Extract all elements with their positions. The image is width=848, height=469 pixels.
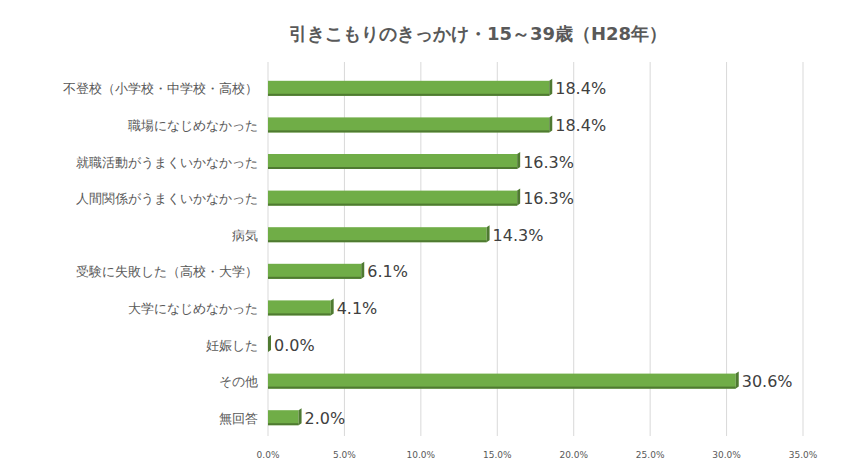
- bars: [268, 79, 739, 425]
- bar-side: [361, 262, 364, 279]
- chart-container: 引きこもりのきっかけ・15～39歳（H28年） 0.0% 5.0% 10.0% 15.0…: [0, 0, 848, 469]
- category-label: 不登校（小学校・中学校・高校）: [63, 81, 258, 96]
- data-label: 16.3%: [523, 189, 574, 208]
- bar: [268, 410, 299, 425]
- category-label: 妊娠した: [206, 338, 258, 353]
- tick-label: 35.0%: [789, 450, 818, 460]
- tick-label: 25.0%: [636, 450, 665, 460]
- bar-side: [549, 79, 552, 96]
- data-label: 6.1%: [367, 262, 408, 281]
- bar: [268, 191, 517, 206]
- bar-edge: [268, 204, 517, 206]
- tick-label: 0.0%: [257, 450, 280, 460]
- category-label: 病気: [232, 228, 258, 243]
- bar-edge: [268, 387, 736, 389]
- data-label: 30.6%: [742, 372, 793, 391]
- bar: [268, 227, 487, 242]
- bar-edge: [268, 240, 487, 242]
- category-label: 受験に失敗した（高校・大学）: [76, 264, 258, 279]
- bar-side: [487, 225, 490, 242]
- bar: [268, 154, 517, 169]
- tick-label: 15.0%: [483, 450, 512, 460]
- bar-side: [517, 189, 520, 206]
- data-label: 2.0%: [305, 409, 346, 428]
- category-label: その他: [219, 374, 258, 389]
- bar-edge: [268, 277, 361, 279]
- bar: [268, 264, 361, 279]
- category-label: 大学になじめなかった: [128, 301, 258, 316]
- bar-side: [549, 115, 552, 132]
- tick-label: 10.0%: [407, 450, 436, 460]
- data-label: 16.3%: [523, 153, 574, 172]
- bar-edge: [268, 423, 299, 425]
- bar: [268, 374, 736, 389]
- bar-edge: [268, 167, 517, 169]
- data-label: 0.0%: [274, 336, 315, 355]
- category-label: 人間関係がうまくいかなかった: [76, 191, 258, 206]
- bar: [268, 300, 331, 315]
- bar-edge: [268, 350, 269, 352]
- bar-edge: [268, 130, 549, 132]
- category-label: 職場になじめなかった: [128, 118, 258, 133]
- data-label: 4.1%: [337, 299, 378, 318]
- bar: [268, 117, 549, 132]
- bar-edge: [268, 94, 549, 96]
- tick-label: 5.0%: [333, 450, 356, 460]
- bar-side: [517, 152, 520, 169]
- bar-side: [268, 335, 271, 352]
- bar: [268, 81, 549, 96]
- category-label: 就職活動がうまくいかなかった: [76, 155, 258, 170]
- tick-label: 30.0%: [712, 450, 741, 460]
- data-label: 18.4%: [555, 116, 606, 135]
- bar-side: [736, 372, 739, 389]
- category-label: 無回答: [219, 411, 258, 426]
- chart-svg: 引きこもりのきっかけ・15～39歳（H28年） 0.0% 5.0% 10.0% 15.0…: [0, 0, 848, 469]
- grid: [268, 62, 803, 436]
- title: 引きこもりのきっかけ・15～39歳（H28年）: [289, 23, 667, 44]
- grid-line: [803, 62, 804, 436]
- bar-side: [331, 298, 334, 315]
- tick-label: 20.0%: [559, 450, 588, 460]
- bar-side: [299, 408, 302, 425]
- bar-edge: [268, 313, 331, 315]
- data-label: 18.4%: [555, 79, 606, 98]
- data-label: 14.3%: [493, 226, 544, 245]
